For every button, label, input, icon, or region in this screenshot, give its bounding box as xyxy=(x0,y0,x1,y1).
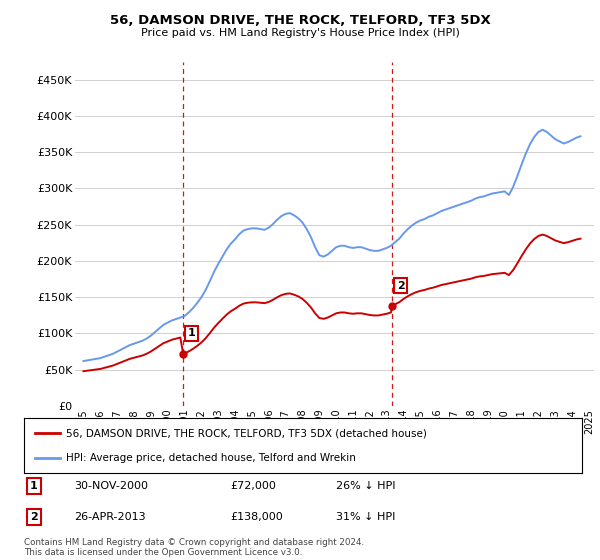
Text: 1: 1 xyxy=(30,481,38,491)
Text: 1: 1 xyxy=(188,329,196,338)
Text: HPI: Average price, detached house, Telford and Wrekin: HPI: Average price, detached house, Telf… xyxy=(66,454,356,463)
Text: £138,000: £138,000 xyxy=(230,512,283,522)
Text: 26-APR-2013: 26-APR-2013 xyxy=(74,512,146,522)
Text: Contains HM Land Registry data © Crown copyright and database right 2024.
This d: Contains HM Land Registry data © Crown c… xyxy=(24,538,364,557)
Text: Price paid vs. HM Land Registry's House Price Index (HPI): Price paid vs. HM Land Registry's House … xyxy=(140,28,460,38)
Text: 26% ↓ HPI: 26% ↓ HPI xyxy=(337,481,396,491)
Text: £72,000: £72,000 xyxy=(230,481,277,491)
Text: 30-NOV-2000: 30-NOV-2000 xyxy=(74,481,148,491)
Text: 56, DAMSON DRIVE, THE ROCK, TELFORD, TF3 5DX: 56, DAMSON DRIVE, THE ROCK, TELFORD, TF3… xyxy=(110,14,490,27)
Text: 31% ↓ HPI: 31% ↓ HPI xyxy=(337,512,396,522)
Text: 2: 2 xyxy=(397,281,404,291)
Text: 2: 2 xyxy=(30,512,38,522)
Text: 56, DAMSON DRIVE, THE ROCK, TELFORD, TF3 5DX (detached house): 56, DAMSON DRIVE, THE ROCK, TELFORD, TF3… xyxy=(66,428,427,438)
